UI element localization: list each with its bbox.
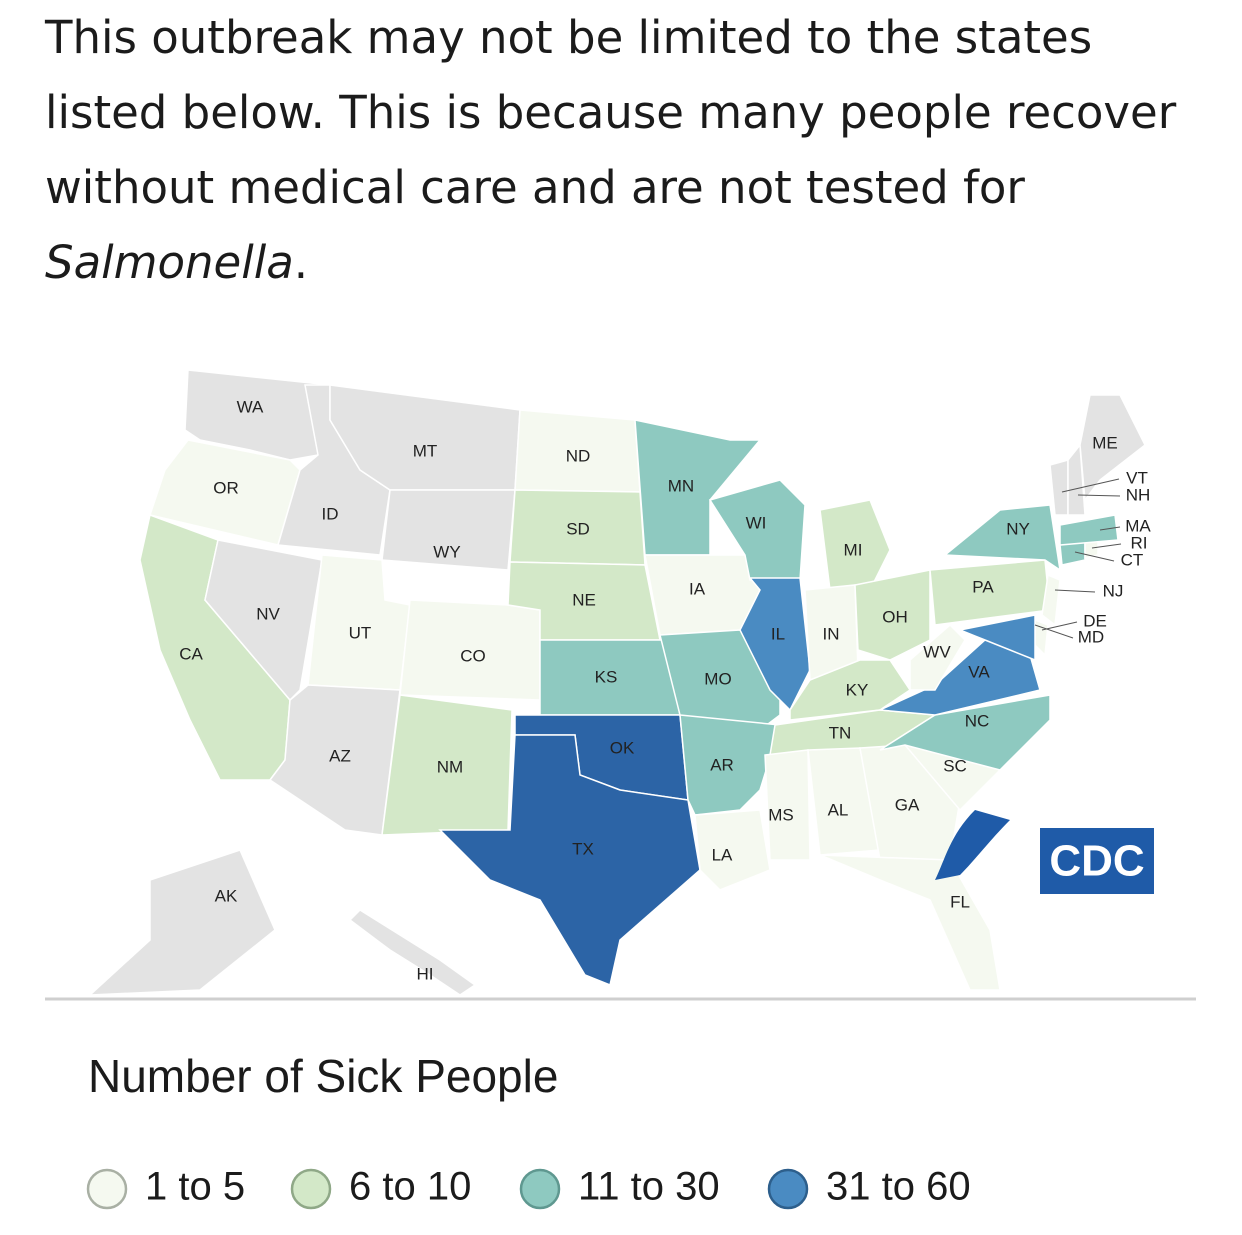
state-label: OR <box>213 478 239 497</box>
state <box>1079 394 1146 503</box>
state-label: VA <box>968 662 990 681</box>
state-label: NM <box>437 757 463 776</box>
state <box>819 499 891 591</box>
map: WA OR CA NV ID MT WY UT CO AZ NM ND SD NE KS OK TX MN IA MO… <box>87 369 1151 996</box>
leader-line <box>1074 551 1115 562</box>
state-label: MO <box>704 669 731 688</box>
state-label: ND <box>566 446 591 465</box>
legend-swatch <box>767 1168 809 1210</box>
state-label: AZ <box>329 746 351 765</box>
state <box>438 734 701 987</box>
cdc-logo <box>935 810 1154 894</box>
state <box>381 489 516 571</box>
state-label: OK <box>610 738 635 757</box>
state-label: FL <box>950 892 970 911</box>
legend-swatch <box>519 1168 561 1210</box>
state-label: WV <box>923 642 951 661</box>
state-label: MS <box>768 805 794 824</box>
legend-label: 11 to 30 <box>578 1165 720 1209</box>
state-label: IA <box>689 579 706 598</box>
state-label: MN <box>668 476 694 495</box>
state-label: SD <box>566 519 590 538</box>
legend-label: 31 to 60 <box>826 1165 971 1209</box>
legend-swatch <box>290 1168 332 1210</box>
state-label: CA <box>179 644 203 663</box>
state-label: CT <box>1121 550 1144 569</box>
state-label: KS <box>595 667 618 686</box>
state-label: WY <box>433 542 460 561</box>
state-label: NJ <box>1103 581 1124 600</box>
state-label: DE <box>1083 611 1107 630</box>
logo-bird <box>935 810 1010 880</box>
state-label: IN <box>823 624 840 643</box>
state-label: CO <box>460 646 486 665</box>
state-label: TX <box>572 839 594 858</box>
leader-line <box>1034 624 1074 639</box>
state-label: MT <box>413 441 438 460</box>
state-label: HI <box>417 964 434 983</box>
state-label: MI <box>844 540 863 559</box>
intro-text: This outbreak may not be limited to the … <box>45 11 1177 214</box>
state <box>854 569 931 661</box>
intro-italic: Salmonella <box>45 236 294 289</box>
state-label: TN <box>829 723 852 742</box>
state <box>348 909 477 996</box>
legend-title: Number of Sick People <box>88 1050 558 1102</box>
state-label: RI <box>1131 533 1148 552</box>
leader-line <box>1061 478 1120 493</box>
state-label: AK <box>215 886 238 905</box>
leader-line <box>1099 526 1121 531</box>
leader-line <box>1091 543 1122 549</box>
state-label: MD <box>1078 627 1104 646</box>
state-label: ID <box>322 504 339 523</box>
intro-end: . <box>293 236 309 289</box>
state-label: ME <box>1092 433 1118 452</box>
state-label: WA <box>237 397 264 416</box>
leader-line <box>1054 589 1096 593</box>
state-label: SC <box>943 756 967 775</box>
state-label: GA <box>895 795 920 814</box>
state <box>789 659 912 721</box>
logo-text: CDC <box>1049 837 1144 886</box>
state <box>739 577 811 712</box>
state <box>819 854 1001 991</box>
state-label: NY <box>1006 519 1030 538</box>
state <box>694 809 771 891</box>
intro: This outbreak may not be limited to the … <box>45 0 1205 300</box>
state <box>909 623 966 691</box>
state <box>764 749 811 861</box>
state-label: AR <box>710 755 734 774</box>
state-label: PA <box>972 577 994 596</box>
state-label: OH <box>882 607 908 626</box>
state-label: NC <box>965 711 990 730</box>
state-label: NV <box>256 604 280 623</box>
legend-swatch <box>86 1168 128 1210</box>
state-label: LA <box>712 845 733 864</box>
state <box>943 504 1062 572</box>
state-label: VT <box>1126 468 1148 487</box>
legend-label: 6 to 10 <box>349 1165 471 1209</box>
logo-box <box>1040 828 1154 894</box>
state-label: KY <box>846 680 869 699</box>
leader-line <box>1077 494 1121 497</box>
state-label: NH <box>1126 485 1151 504</box>
state-label: UT <box>349 623 372 642</box>
state <box>1059 514 1119 546</box>
state <box>957 614 1036 662</box>
state <box>1041 573 1061 627</box>
state-label: IL <box>771 624 785 643</box>
state <box>1049 459 1069 516</box>
state <box>1067 443 1086 516</box>
leader-line <box>1041 621 1078 631</box>
legend-label: 1 to 5 <box>145 1165 245 1209</box>
state-label: WI <box>746 513 767 532</box>
state-label: AL <box>828 800 849 819</box>
state <box>87 849 276 996</box>
state-label: MA <box>1125 516 1151 535</box>
state-label: NE <box>572 590 596 609</box>
